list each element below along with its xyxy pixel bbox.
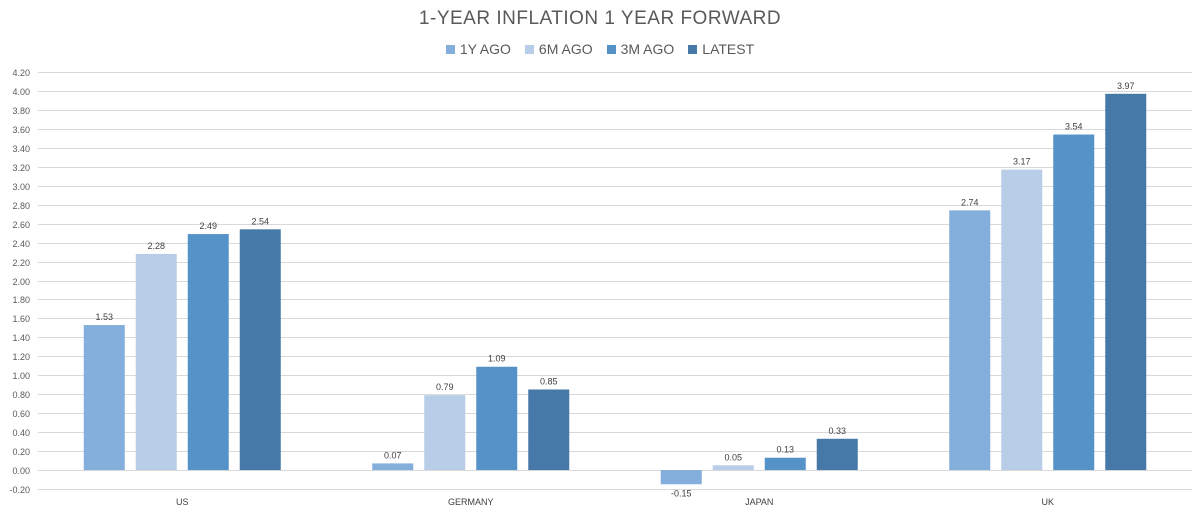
data-label: 3.97: [1117, 81, 1135, 91]
data-label: -0.15: [671, 488, 692, 498]
data-label: 0.85: [540, 376, 558, 386]
bar: [1105, 93, 1147, 471]
y-tick-label: 2.60: [12, 220, 30, 230]
data-label: 2.54: [251, 216, 269, 226]
data-label: 2.74: [961, 197, 979, 207]
bar: [424, 395, 466, 471]
y-tick-label: 3.80: [12, 106, 30, 116]
legend-item: 3M AGO: [606, 41, 675, 57]
data-label: 2.28: [147, 241, 165, 251]
legend-item: 1Y AGO: [445, 41, 511, 57]
y-tick-label: 3.00: [12, 182, 30, 192]
y-tick-label: 1.80: [12, 295, 30, 305]
y-tick-label: 3.60: [12, 125, 30, 135]
bar: [764, 457, 806, 471]
data-label: 0.33: [828, 426, 846, 436]
y-tick-label: 4.20: [12, 68, 30, 78]
y-tick-label: 1.60: [12, 314, 30, 324]
x-tick-label: US: [176, 497, 189, 507]
chart-title: 1-YEAR INFLATION 1 YEAR FORWARD: [418, 8, 782, 29]
bar: [949, 210, 991, 471]
y-tick-label: 1.20: [12, 352, 30, 362]
y-tick-label: 1.40: [12, 333, 30, 343]
legend-item: LATEST: [688, 41, 754, 57]
data-label: 0.05: [724, 452, 742, 462]
legend-swatch: [688, 44, 698, 54]
data-label: 3.17: [1013, 157, 1031, 167]
y-tick-label: 2.20: [12, 258, 30, 268]
y-tick-label: 3.40: [12, 144, 30, 154]
legend-item: 6M AGO: [524, 41, 593, 57]
y-tick-label: 0.60: [12, 409, 30, 419]
y-tick-label: 2.40: [12, 239, 30, 249]
legend-swatch: [606, 44, 616, 54]
legend-label: 3M AGO: [620, 41, 675, 57]
y-tick-label: 1.00: [12, 371, 30, 381]
data-label: 0.13: [776, 445, 794, 455]
legend-swatch: [445, 44, 455, 54]
legend-swatch: [524, 44, 534, 54]
x-tick-label: JAPAN: [745, 497, 773, 507]
bar: [1001, 169, 1043, 471]
bar: [528, 389, 570, 471]
bar: [712, 465, 754, 471]
y-tick-label: 4.00: [12, 87, 30, 97]
data-label: 1.53: [95, 312, 113, 322]
chart-legend: 1Y AGO 6M AGO 3M AGO LATEST: [0, 41, 1200, 57]
bar: [239, 229, 281, 471]
x-tick-label: UK: [1041, 497, 1054, 507]
y-tick-label: 0.40: [12, 428, 30, 438]
x-tick-label: GERMANY: [448, 497, 494, 507]
bar: [187, 234, 229, 471]
bar: [135, 253, 177, 471]
data-label: 0.79: [436, 382, 454, 392]
data-label: 0.07: [384, 450, 402, 460]
data-label: 1.09: [488, 354, 506, 364]
y-tick-label: 0.80: [12, 390, 30, 400]
bar: [660, 470, 702, 485]
y-tick-label: 0.20: [12, 447, 30, 457]
data-label: 2.49: [199, 221, 217, 231]
y-tick-label: 3.20: [12, 163, 30, 173]
bar: [83, 325, 125, 471]
y-tick-label: 2.00: [12, 277, 30, 287]
bar: [816, 438, 858, 471]
legend-label: LATEST: [702, 41, 755, 57]
data-label: 3.54: [1065, 122, 1083, 132]
y-tick-label: 2.80: [12, 201, 30, 211]
y-tick-label: 0.00: [12, 466, 30, 476]
y-tick-label: -0.20: [9, 485, 30, 495]
bar: [372, 463, 414, 471]
legend-label: 6M AGO: [538, 41, 593, 57]
bar: [1053, 134, 1095, 471]
legend-label: 1Y AGO: [459, 41, 511, 57]
bar: [476, 366, 518, 471]
